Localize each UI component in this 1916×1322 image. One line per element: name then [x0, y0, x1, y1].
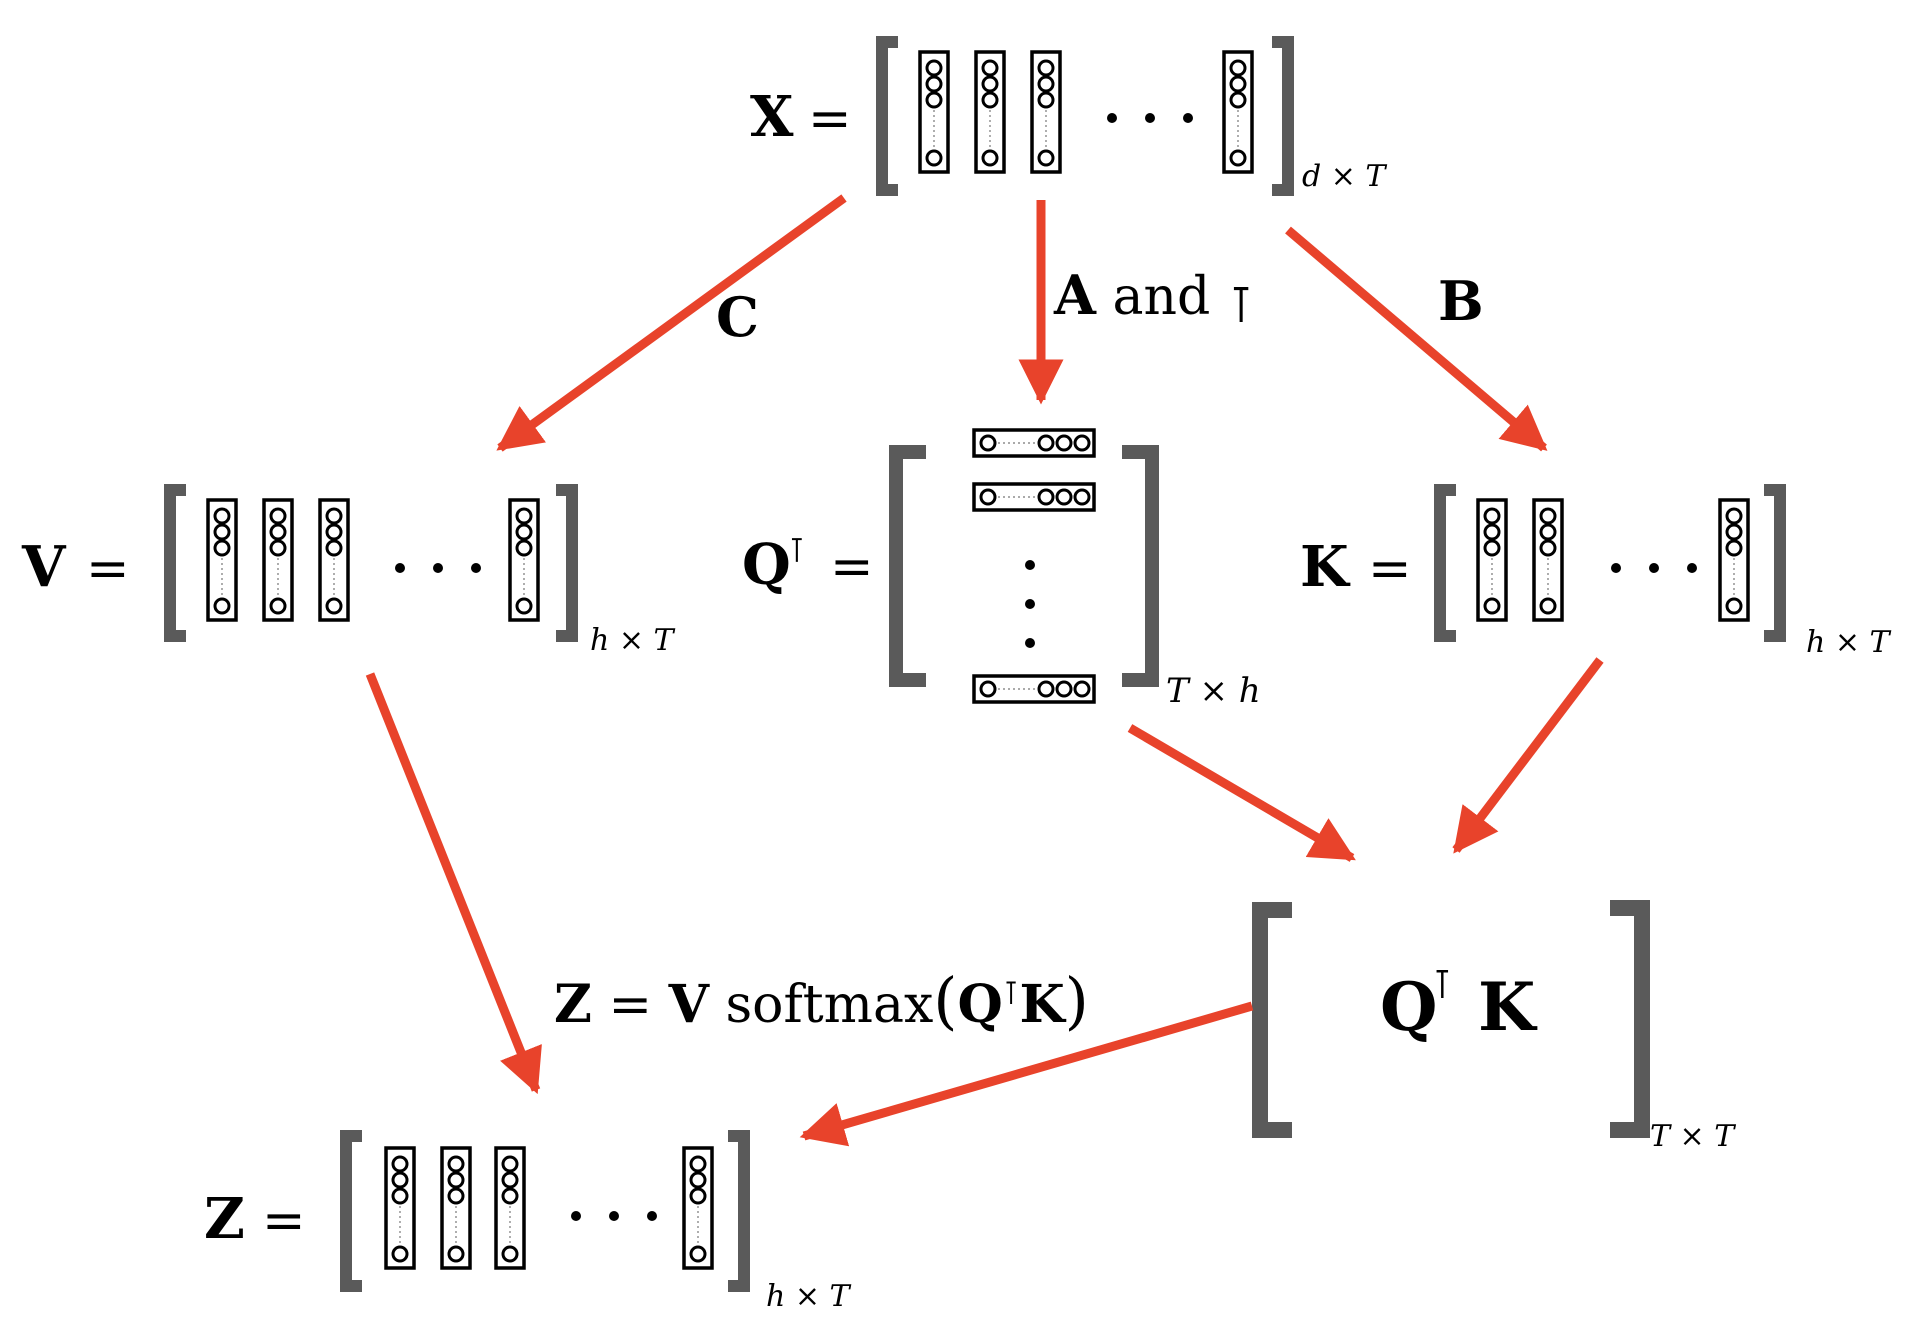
- qt-matrix: Q ⊺ = T × h: [742, 428, 1261, 711]
- z-equals: =: [262, 1191, 306, 1251]
- column-vector: [494, 1146, 526, 1270]
- z-matrix: Z = h × T: [204, 1130, 852, 1314]
- column-vector: [682, 1146, 714, 1270]
- x-symbol: X: [750, 84, 794, 150]
- v-ellipsis: [395, 563, 481, 573]
- column-vector: [1476, 498, 1508, 622]
- qt-equals: =: [830, 537, 874, 597]
- qt-vertical-ellipsis: [1025, 560, 1035, 648]
- row-vector: [972, 482, 1096, 512]
- arrow-x-to-k: [1285, 226, 1548, 452]
- formula-lparen: (: [933, 964, 957, 1037]
- k-matrix: K = h × T: [1300, 484, 1892, 660]
- k-dims: h × T: [1806, 625, 1892, 660]
- qt-right-bracket: [1122, 445, 1159, 687]
- k-equals: =: [1368, 539, 1412, 599]
- z-column-vectors: [384, 1146, 714, 1270]
- qt-symbol: Q: [742, 532, 791, 598]
- qt-transpose: ⊺: [788, 531, 806, 571]
- qtk-matrix: Q ⊺ K T × T: [1252, 900, 1736, 1154]
- edge-label-a-transpose: ⊺: [1228, 276, 1254, 334]
- column-vector: [318, 498, 350, 622]
- column-vector: [1030, 50, 1062, 174]
- x-dims: d × T: [1302, 159, 1387, 194]
- v-equals: =: [86, 539, 130, 599]
- formula-transpose: ⊺: [1003, 974, 1020, 1012]
- formula-eq: =: [592, 975, 669, 1035]
- v-left-bracket: [164, 484, 186, 642]
- qt-dims: T × h: [1166, 671, 1261, 711]
- qtk-k: K: [1478, 968, 1538, 1046]
- x-column-vectors: [918, 50, 1254, 174]
- k-left-bracket: [1434, 484, 1456, 642]
- row-vector: [972, 674, 1096, 704]
- column-vector: [1718, 498, 1750, 622]
- qtk-transpose: ⊺: [1432, 962, 1453, 1008]
- x-right-bracket: [1272, 36, 1294, 196]
- v-dims: h × T: [590, 623, 676, 658]
- qt-left-bracket: [889, 445, 926, 687]
- formula-q: Q: [957, 974, 1002, 1035]
- arrow-qt-to-qtk: [1127, 724, 1356, 862]
- qtk-dims: T × T: [1650, 1119, 1736, 1154]
- arrow-x-to-v: [496, 194, 847, 452]
- k-ellipsis: [1611, 563, 1697, 573]
- v-right-bracket: [556, 484, 578, 642]
- arrow-k-to-qtk: [1452, 657, 1604, 854]
- formula-z: Z: [554, 974, 592, 1035]
- column-vector: [1532, 498, 1564, 622]
- z-left-bracket: [340, 1130, 362, 1292]
- x-equals: =: [808, 89, 852, 149]
- qt-row-vectors: [972, 428, 1096, 704]
- column-vector: [440, 1146, 472, 1270]
- column-vector: [262, 498, 294, 622]
- column-vector: [918, 50, 950, 174]
- k-symbol: K: [1300, 534, 1351, 600]
- v-symbol: V: [21, 534, 67, 600]
- z-right-bracket: [728, 1130, 750, 1292]
- row-vector: [972, 428, 1096, 458]
- x-left-bracket: [876, 36, 898, 196]
- column-vector: [974, 50, 1006, 174]
- column-vector: [206, 498, 238, 622]
- qtk-q: Q: [1380, 968, 1438, 1046]
- v-matrix: V = h × T: [21, 484, 676, 658]
- formula-rparen: ): [1065, 964, 1089, 1037]
- qtk-right-bracket: [1610, 900, 1650, 1138]
- z-symbol: Z: [204, 1186, 245, 1252]
- attention-formula: Z = V softmax(Q⊺K): [554, 964, 1089, 1037]
- arrow-v-to-z: [365, 672, 542, 1095]
- column-vector: [1222, 50, 1254, 174]
- edge-label-b: B: [1438, 269, 1484, 333]
- z-dims: h × T: [766, 1279, 852, 1314]
- edge-label-a-letter: A: [1053, 263, 1097, 327]
- edge-label-a: A and ⊺: [1053, 263, 1254, 334]
- formula-v: V: [668, 974, 711, 1035]
- k-column-vectors: [1476, 498, 1750, 622]
- arrow-qtk-to-z: [799, 1001, 1254, 1147]
- v-column-vectors: [206, 498, 540, 622]
- x-ellipsis: [1107, 113, 1193, 123]
- formula-softmax: softmax: [709, 975, 933, 1035]
- column-vector: [384, 1146, 416, 1270]
- z-ellipsis: [571, 1211, 657, 1221]
- column-vector: [508, 498, 540, 622]
- edge-label-a-and: and: [1096, 267, 1227, 327]
- qtk-left-bracket: [1252, 902, 1292, 1138]
- edge-label-c: C: [716, 285, 759, 349]
- k-right-bracket: [1764, 484, 1786, 642]
- formula-k: K: [1019, 974, 1066, 1035]
- x-matrix: X = d × T: [750, 36, 1387, 196]
- arrows: [365, 194, 1604, 1147]
